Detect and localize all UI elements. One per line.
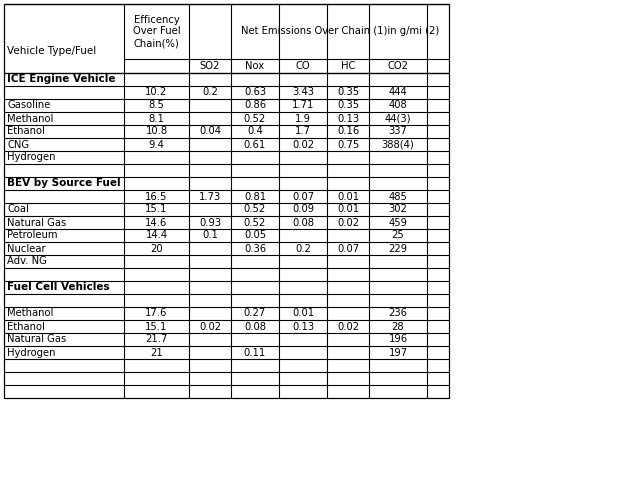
Text: Nox: Nox: [246, 61, 264, 71]
Text: Coal: Coal: [7, 205, 29, 214]
Text: Vehicle Type/Fuel: Vehicle Type/Fuel: [7, 46, 96, 56]
Text: 1.7: 1.7: [295, 126, 311, 137]
Text: Adv. NG: Adv. NG: [7, 257, 47, 266]
Text: Methanol: Methanol: [7, 114, 53, 123]
Text: 0.93: 0.93: [199, 218, 221, 227]
Text: Hydrogen: Hydrogen: [7, 347, 55, 358]
Text: 229: 229: [389, 243, 408, 254]
Text: 0.02: 0.02: [199, 322, 221, 331]
Text: 0.02: 0.02: [292, 139, 314, 150]
Text: 8.5: 8.5: [149, 101, 165, 110]
Text: CO: CO: [296, 61, 310, 71]
Text: CO2: CO2: [387, 61, 408, 71]
Text: 1.71: 1.71: [292, 101, 314, 110]
Text: 8.1: 8.1: [149, 114, 165, 123]
Text: SO2: SO2: [200, 61, 220, 71]
Text: Net Emissions Over Chain (1)in g/mi (2): Net Emissions Over Chain (1)in g/mi (2): [241, 27, 439, 36]
Text: 9.4: 9.4: [149, 139, 165, 150]
Text: Methanol: Methanol: [7, 309, 53, 318]
Text: Efficency
Over Fuel
Chain(%): Efficency Over Fuel Chain(%): [133, 15, 180, 48]
Text: 28: 28: [392, 322, 404, 331]
Text: Natural Gas: Natural Gas: [7, 218, 66, 227]
Text: 0.16: 0.16: [337, 126, 359, 137]
Text: 0.75: 0.75: [337, 139, 359, 150]
Text: 388(4): 388(4): [382, 139, 414, 150]
Text: Gasoline: Gasoline: [7, 101, 50, 110]
Text: 0.27: 0.27: [244, 309, 266, 318]
Text: 197: 197: [389, 347, 408, 358]
Text: 17.6: 17.6: [145, 309, 168, 318]
Text: 0.11: 0.11: [244, 347, 266, 358]
Text: 337: 337: [389, 126, 408, 137]
Text: 0.04: 0.04: [199, 126, 221, 137]
Text: 408: 408: [389, 101, 408, 110]
Text: 0.81: 0.81: [244, 191, 266, 202]
Text: 0.35: 0.35: [337, 87, 359, 98]
Text: ICE Engine Vehicle: ICE Engine Vehicle: [7, 74, 116, 85]
Text: 0.07: 0.07: [292, 191, 314, 202]
Text: 3.43: 3.43: [292, 87, 314, 98]
Text: 0.08: 0.08: [292, 218, 314, 227]
Text: 0.01: 0.01: [337, 205, 359, 214]
Text: 10.2: 10.2: [145, 87, 168, 98]
Text: Fuel Cell Vehicles: Fuel Cell Vehicles: [7, 282, 110, 293]
Text: Nuclear: Nuclear: [7, 243, 46, 254]
Text: 0.07: 0.07: [337, 243, 359, 254]
Text: 21.7: 21.7: [145, 334, 168, 345]
Text: 0.08: 0.08: [244, 322, 266, 331]
Text: HC: HC: [341, 61, 355, 71]
Text: 15.1: 15.1: [145, 322, 168, 331]
Text: Petroleum: Petroleum: [7, 230, 58, 241]
Text: Ethanol: Ethanol: [7, 126, 45, 137]
Text: 0.2: 0.2: [202, 87, 218, 98]
Text: 0.36: 0.36: [244, 243, 266, 254]
Text: 0.86: 0.86: [244, 101, 266, 110]
Text: 0.13: 0.13: [337, 114, 359, 123]
Text: 459: 459: [389, 218, 408, 227]
Text: 0.01: 0.01: [337, 191, 359, 202]
Text: 10.8: 10.8: [146, 126, 168, 137]
Text: 0.35: 0.35: [337, 101, 359, 110]
Text: 16.5: 16.5: [145, 191, 168, 202]
Text: 0.2: 0.2: [295, 243, 311, 254]
Text: Natural Gas: Natural Gas: [7, 334, 66, 345]
Text: 14.6: 14.6: [145, 218, 168, 227]
Text: 444: 444: [389, 87, 408, 98]
Text: 1.9: 1.9: [295, 114, 311, 123]
Text: Ethanol: Ethanol: [7, 322, 45, 331]
Text: 44(3): 44(3): [385, 114, 411, 123]
Text: 25: 25: [392, 230, 404, 241]
Text: 20: 20: [150, 243, 163, 254]
Text: 0.63: 0.63: [244, 87, 266, 98]
Text: 0.01: 0.01: [292, 309, 314, 318]
Text: 485: 485: [389, 191, 408, 202]
Text: 1.73: 1.73: [199, 191, 221, 202]
Text: CNG: CNG: [7, 139, 29, 150]
Text: 14.4: 14.4: [146, 230, 168, 241]
Text: 0.13: 0.13: [292, 322, 314, 331]
Text: Hydrogen: Hydrogen: [7, 153, 55, 162]
Text: 0.4: 0.4: [247, 126, 263, 137]
Text: 0.52: 0.52: [244, 205, 266, 214]
Text: 0.61: 0.61: [244, 139, 266, 150]
Text: 196: 196: [389, 334, 408, 345]
Text: 21: 21: [150, 347, 163, 358]
Text: 236: 236: [389, 309, 408, 318]
Text: 302: 302: [389, 205, 408, 214]
Text: 0.02: 0.02: [337, 322, 359, 331]
Text: BEV by Source Fuel: BEV by Source Fuel: [7, 178, 121, 189]
Text: 0.52: 0.52: [244, 218, 266, 227]
Text: 0.1: 0.1: [202, 230, 218, 241]
Text: 15.1: 15.1: [145, 205, 168, 214]
Text: 0.09: 0.09: [292, 205, 314, 214]
Text: 0.52: 0.52: [244, 114, 266, 123]
Text: 0.02: 0.02: [337, 218, 359, 227]
Text: 0.05: 0.05: [244, 230, 266, 241]
